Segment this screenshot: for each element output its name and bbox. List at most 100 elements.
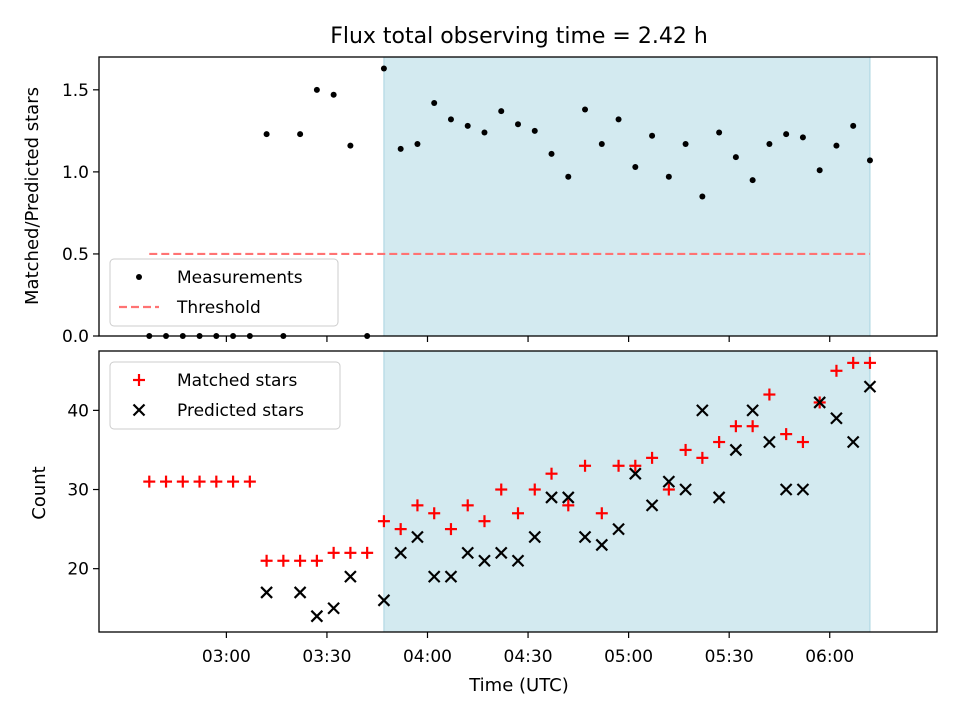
matched-star-point [562,499,575,512]
measurement-point [615,116,622,123]
predicted-star-point [293,586,307,599]
top-y-tick-label: 1.0 [62,163,89,183]
x-b [132,403,146,417]
x-b [763,435,776,449]
predicted-star-point [511,554,525,568]
measurement-point [380,65,387,72]
matched-star-point [763,388,776,401]
matched-star-point [830,364,843,377]
measurement-point [447,116,454,123]
bottom-series-matched-stars [143,356,876,567]
matched-star-point [796,436,809,449]
x-b [528,530,542,544]
x-b [511,554,525,568]
measurement-point [347,142,354,149]
x-b [645,499,659,512]
x-b [679,483,692,496]
matched-star-point [411,499,424,512]
x-b [813,396,826,409]
predicted-star-point [612,522,625,536]
predicted-star-point [545,491,558,504]
measurement-point [766,140,773,147]
x-axis-label: Time (UTC) [468,675,569,696]
predicted-star-point [377,594,391,607]
matched-star-point [377,515,390,528]
x-b [310,609,324,623]
measurement-point [749,177,756,184]
top-legend: Measurements Threshold [109,258,339,327]
predicted-star-point [830,412,843,425]
measurement-point [431,99,438,106]
legend-measurement-marker [136,274,142,280]
matched-star-point [512,507,524,520]
x-b [662,475,676,488]
measurement-point [833,142,840,149]
predicted-star-point [712,491,726,504]
top-shaded-interval [383,56,871,337]
x-b [394,546,407,560]
measurement-point [263,131,270,138]
legend-predicted-marker [132,403,146,417]
x-b [712,491,726,504]
x-tick-label: 05:00 [604,647,653,667]
x-b [779,483,793,496]
x-b [746,404,759,417]
matched-star-point [344,546,357,559]
matched-star-point [444,523,457,536]
predicted-star-point [779,483,793,496]
predicted-star-point [863,380,877,393]
matched-star-point [227,475,240,488]
bottom-y-tick-label: 30 [67,481,89,501]
bottom-axes-frame [98,350,938,633]
matched-star-point [780,428,793,441]
x-b [863,380,877,393]
top-y-tick-label: 0.0 [62,327,89,347]
matched-star-point [428,507,441,520]
measurement-point [397,145,404,152]
measurement-point [330,91,337,98]
matched-star-point [461,499,474,512]
top-y-tick-label: 1.5 [62,81,89,101]
bottom-legend-box [109,361,341,430]
matched-star-point [143,475,156,488]
matched-star-point [243,475,256,488]
predicted-star-point [478,554,491,568]
measurement-point [716,129,723,136]
top-axes-frame [98,56,938,337]
bottom-y-axis-label: Count [29,466,50,519]
predicted-star-point [494,546,508,560]
x-b [629,467,642,480]
x-b [377,594,391,607]
measurement-point [649,132,656,139]
x-b [461,546,474,560]
matched-star-point [394,523,407,536]
x-b [494,546,508,560]
measurement-point [598,140,605,147]
chart-title: Flux total observing time = 2.42 h [330,24,708,49]
predicted-star-point [729,443,743,457]
predicted-star-point [679,483,692,496]
matched-star-point [528,483,541,496]
matched-star-point [545,467,558,480]
bottom-panel: 20 30 40 03:00 03:30 04:00 04:30 05:00 05:30 06:0… [67,350,938,667]
measurement-point [565,173,572,180]
matched-star-point [679,443,692,456]
predicted-star-point [813,396,826,409]
matched-star-point [696,451,709,464]
measurement-point [498,108,505,115]
top-legend-label: Threshold [176,298,261,318]
matched-star-point [478,515,491,528]
bottom-legend-label: Predicted stars [177,401,304,421]
measurement-point [464,122,471,129]
legend-matched-marker [133,374,145,386]
predicted-star-point [260,586,273,599]
predicted-star-point [444,570,458,583]
matched-star-point [612,459,625,472]
measurement-point [313,86,320,93]
matched-star-point [327,546,340,559]
bottom-legend-label: Matched stars [177,371,297,391]
predicted-star-point [629,467,642,480]
x-b [729,443,743,457]
matched-star-point [294,554,307,567]
x-b [260,586,273,599]
